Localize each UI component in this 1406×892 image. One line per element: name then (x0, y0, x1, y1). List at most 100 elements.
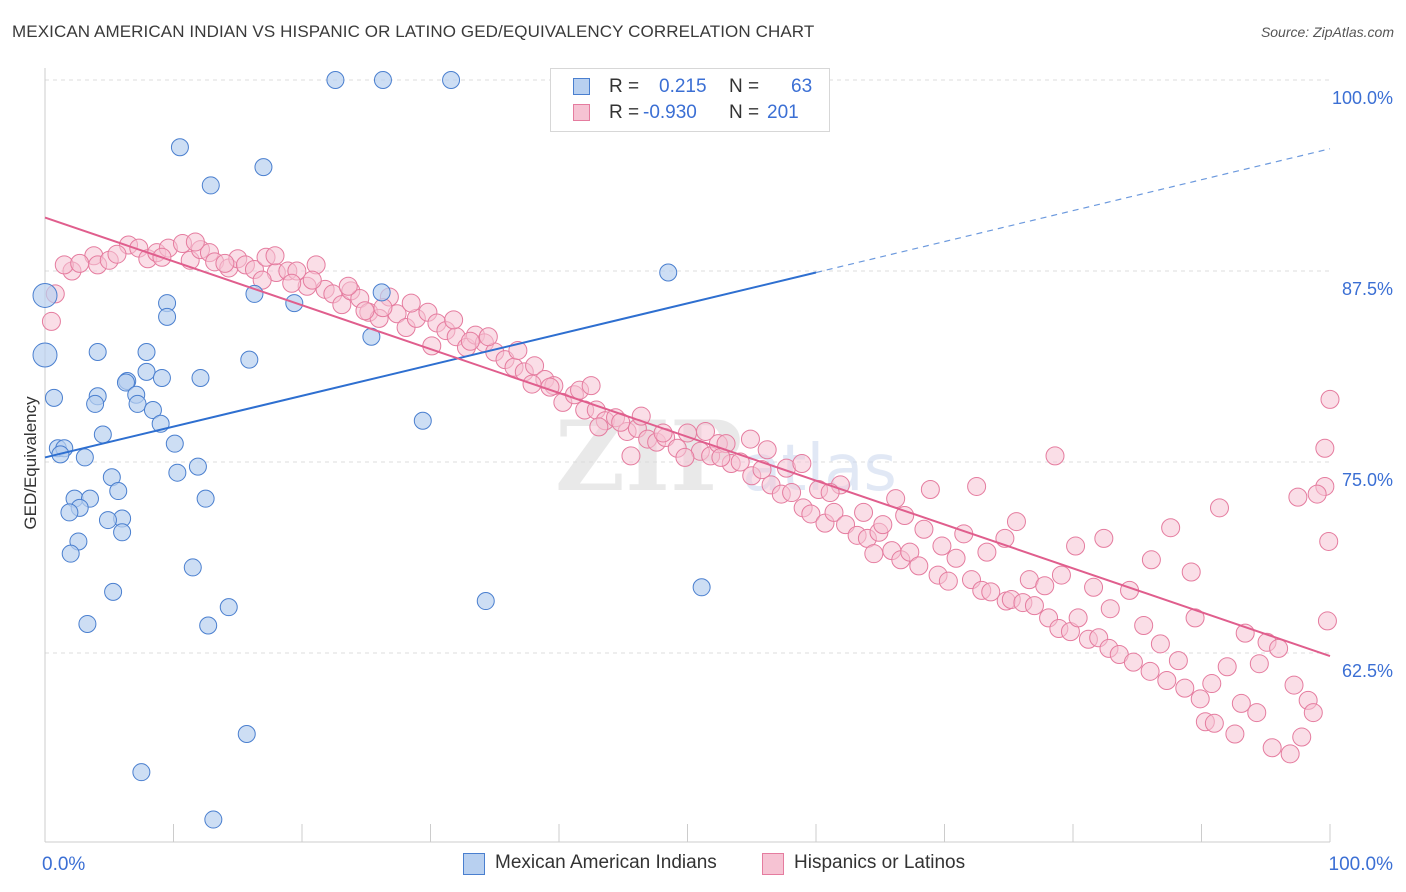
hispanic-point (938, 571, 958, 591)
mexican-point (165, 434, 184, 453)
mexican-point (442, 71, 461, 89)
mexican-point (113, 523, 132, 542)
hispanic-point (1190, 689, 1210, 709)
bottom-legend-swatch-pink (762, 853, 784, 875)
correlation-legend: R = 0.215 N = 63 R = -0.930 N = 201 (550, 68, 830, 132)
hispanic-point (752, 460, 772, 480)
legend-n-value: 63 (791, 76, 813, 97)
hispanic-point (1319, 531, 1339, 551)
mexican-point (326, 71, 345, 89)
mexican-point (109, 482, 128, 501)
mexican-point (158, 307, 177, 326)
hispanic-point (1249, 654, 1269, 674)
hispanic-point (900, 542, 920, 562)
hispanic-point (932, 536, 952, 556)
mexican-point (372, 283, 391, 302)
mexican-point (237, 724, 256, 743)
mexican-point (168, 463, 187, 482)
mexican-point (183, 558, 202, 577)
hispanic-point (854, 502, 874, 522)
chart-title: MEXICAN AMERICAN INDIAN VS HISPANIC OR L… (12, 22, 815, 41)
mexican-point (86, 394, 105, 413)
hispanic-point (730, 452, 750, 472)
hispanic-point (621, 446, 641, 466)
x-tick-label-min: 0.0% (42, 854, 85, 875)
hispanic-point (1100, 599, 1120, 619)
mexican-point (659, 263, 678, 282)
hispanic-point (873, 515, 893, 535)
hispanic-point (1035, 576, 1055, 596)
mexican-point (199, 616, 218, 635)
hispanic-point (1217, 657, 1237, 677)
hispanic-point (675, 447, 695, 467)
hispanic-point (1024, 596, 1044, 616)
hispanic-point (581, 376, 601, 396)
legend-r-label: R = (609, 76, 640, 97)
mexican-point (137, 362, 156, 381)
hispanic-point (1140, 661, 1160, 681)
mexican-point (44, 388, 63, 407)
hispanic-point (1134, 615, 1154, 635)
hispanic-point (1181, 562, 1201, 582)
mexican-point (128, 394, 147, 413)
hispanic-point (1066, 536, 1086, 556)
mexican-point (32, 282, 58, 308)
hispanic-point (589, 417, 609, 437)
hispanic-point (1006, 512, 1026, 532)
hispanic-point (864, 544, 884, 564)
hispanic-point (1231, 693, 1251, 713)
hispanic-point (1315, 438, 1335, 458)
mexican-point (132, 763, 151, 782)
hispanic-point (401, 293, 421, 313)
mexican-point (196, 489, 215, 508)
trend-lines (44, 148, 1331, 658)
mexican-points-layer (32, 71, 711, 829)
hispanic-point (1225, 724, 1245, 744)
hispanic-point (1123, 652, 1143, 672)
y-tick-label: 75.0% (1342, 470, 1393, 490)
hispanic-point (981, 582, 1001, 602)
hispanic-point (967, 476, 987, 496)
hispanic-point (631, 406, 651, 426)
hispanic-point (444, 310, 464, 330)
hispanic-point (460, 331, 480, 351)
hispanic-point (946, 548, 966, 568)
hispanic-point (1303, 703, 1323, 723)
hispanic-point (740, 429, 760, 449)
hispanic-point (1161, 518, 1181, 538)
mexican-point (98, 511, 117, 530)
mexican-point (93, 425, 112, 444)
hispanic-point (1209, 498, 1229, 518)
legend-swatch-blue (573, 78, 590, 95)
mexican-point (88, 342, 107, 361)
hispanic-point (338, 276, 358, 296)
grid-lines (45, 79, 1330, 654)
hispanic-point (1320, 389, 1340, 409)
mexican-trend-line (44, 271, 817, 459)
hispanic-point (792, 454, 812, 474)
hispanic-point (1269, 638, 1289, 658)
hispanic-points-layer (41, 232, 1340, 764)
hispanic-point (824, 502, 844, 522)
hispanic-point (977, 542, 997, 562)
hispanic-point (1084, 577, 1104, 597)
mexican-point (191, 368, 210, 387)
hispanic-point (1280, 744, 1300, 764)
hispanic-point (215, 253, 235, 273)
mexican-point (78, 614, 97, 633)
source-label: Source: ZipAtlas.com (1260, 24, 1394, 40)
mexican-point (188, 457, 207, 476)
x-tick-label-max: 100.0% (1329, 854, 1394, 875)
hispanic-point (695, 421, 715, 441)
hispanic-point (355, 301, 375, 321)
hispanic-point (107, 244, 127, 264)
mexican-trend-extension (815, 148, 1331, 274)
hispanic-point (302, 270, 322, 290)
legend-r-label: R = (609, 102, 640, 123)
hispanic-point (895, 505, 915, 525)
hispanic-point (1157, 671, 1177, 691)
hispanic-point (1307, 484, 1327, 504)
hispanic-point (782, 483, 802, 503)
hispanic-point (1185, 608, 1205, 628)
hispanic-point (1262, 738, 1282, 758)
